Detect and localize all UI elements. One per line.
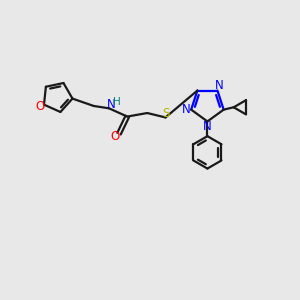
- Text: O: O: [111, 130, 120, 143]
- Text: N: N: [202, 120, 211, 133]
- Text: H: H: [113, 97, 121, 107]
- Text: N: N: [214, 79, 223, 92]
- Text: S: S: [162, 107, 170, 120]
- Text: N: N: [107, 98, 116, 111]
- Text: O: O: [35, 100, 44, 112]
- Text: N: N: [182, 103, 190, 116]
